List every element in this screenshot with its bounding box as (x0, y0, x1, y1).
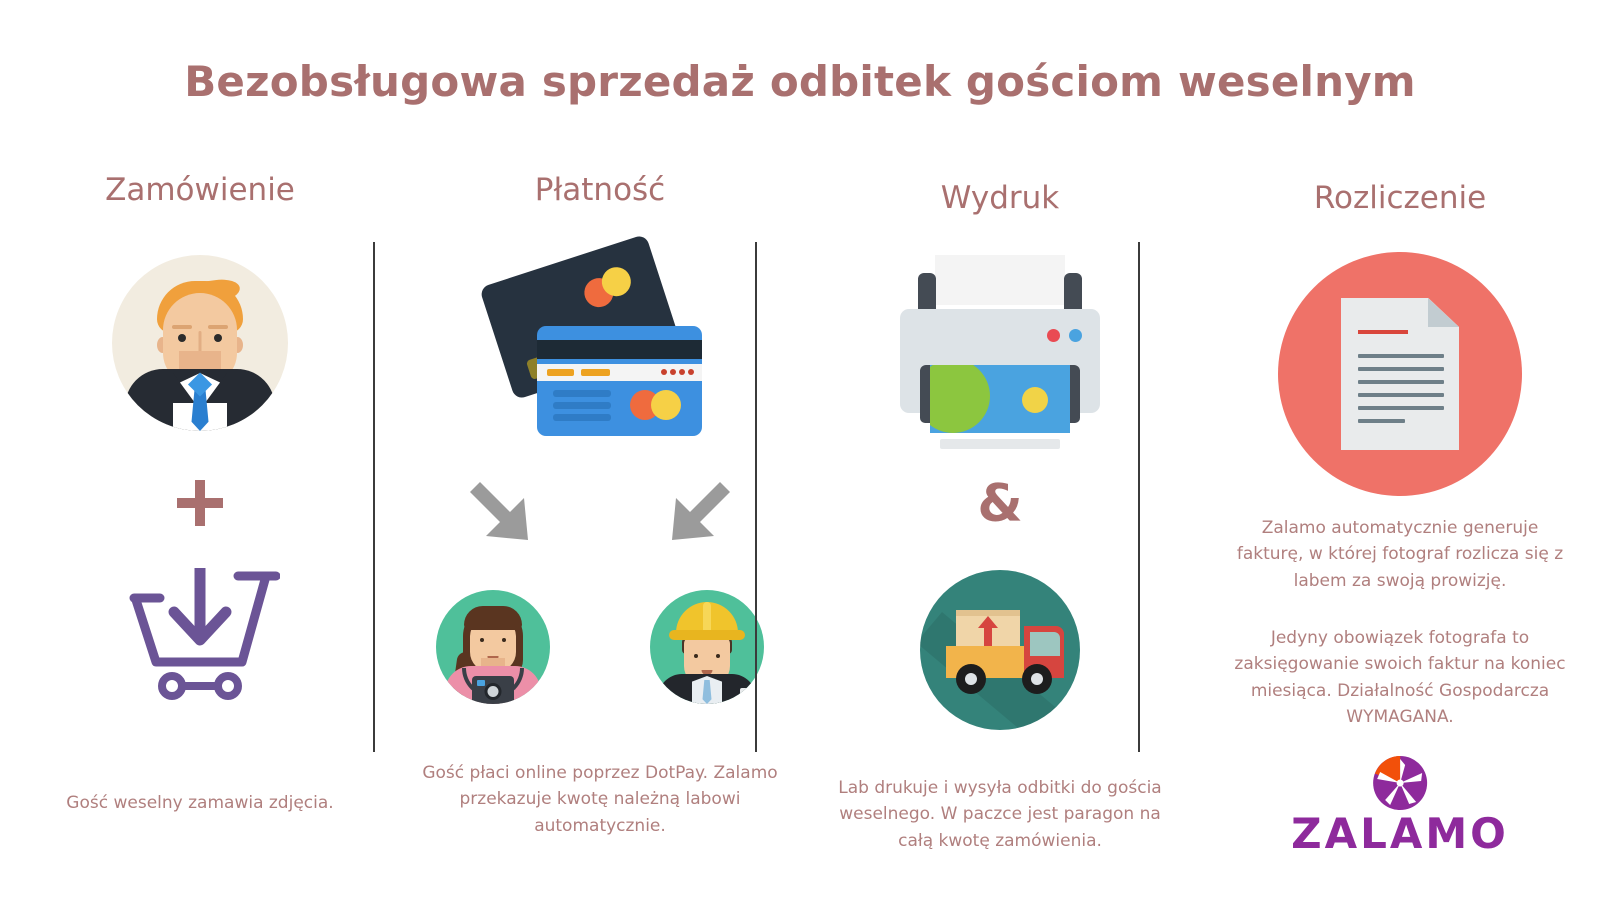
avatar-necktie (191, 389, 209, 431)
avatar-collar-left (173, 373, 195, 403)
step-heading-wydruk: Wydruk (940, 180, 1060, 216)
card-cvv-dot (661, 369, 667, 375)
arrow-up-icon (978, 616, 998, 648)
card-logo-circle-yellow (651, 390, 681, 420)
avatar-eye-right (214, 334, 222, 342)
step-column-platnosc: Płatność (400, 160, 800, 900)
hard-hat-brim (669, 630, 745, 640)
card-signature-panel (537, 364, 702, 381)
rozliczenie-paragraph-two: Jedyny obowiązek fotografa to zaksięgowa… (1234, 628, 1566, 728)
card-magnetic-stripe (537, 340, 702, 359)
invoice-text-line (1358, 367, 1444, 371)
card-cvv-dot (679, 369, 685, 375)
card-cvv-dots (661, 369, 694, 375)
avatar-ear-right (232, 337, 243, 353)
printer-icon (900, 255, 1100, 465)
column-divider-1 (373, 242, 375, 752)
invoice-document-icon (1278, 252, 1522, 496)
add-to-cart-icon (120, 550, 281, 704)
avatar-nose (198, 331, 202, 353)
avatar-eye-left (480, 638, 484, 642)
page-title: Bezobsługowa sprzedaż odbitek gościom we… (184, 57, 1416, 106)
invoice-text-line (1358, 380, 1444, 384)
invoice-text-line (1358, 393, 1444, 397)
avatar-ear-left (157, 337, 168, 353)
card-cvv-dot (670, 369, 676, 375)
hard-hat-rib (703, 602, 711, 634)
printer-led-red (1047, 329, 1060, 342)
step-heading-zamowienie: Zamówienie (105, 172, 295, 208)
printer-output-tray (940, 439, 1060, 449)
truck-wheel-hub (965, 673, 977, 685)
step-caption-zamowienie: Gość weselny zamawia zdjęcia. (66, 793, 334, 813)
avatar-necktie (702, 680, 712, 704)
step-heading-platnosc: Płatność (534, 172, 666, 208)
card-detail-line (553, 402, 611, 409)
invoice-text-line (1358, 406, 1444, 410)
lab-worker-avatar-icon (650, 590, 764, 704)
invoice-title-line (1358, 330, 1408, 334)
avatar-collar-right (205, 373, 227, 403)
printer-top-pillar-left (918, 273, 936, 315)
photographer-avatar-icon (436, 590, 550, 704)
photo-hill (930, 365, 990, 433)
column-divider-3 (1138, 242, 1140, 752)
printer-led-blue (1069, 329, 1082, 342)
avatar-brow-left (172, 325, 192, 329)
card-detail-line (553, 414, 611, 421)
invoice-text-line (1358, 354, 1444, 358)
printer-paper-out (935, 255, 1065, 305)
plus-icon (177, 480, 223, 526)
credit-card-front (537, 326, 702, 436)
camera-icon (472, 676, 514, 704)
avatar-brow-right (208, 325, 228, 329)
avatar-mouth (701, 670, 713, 675)
column-divider-2 (755, 242, 757, 752)
truck-wheel-hub (1031, 673, 1043, 685)
rozliczenie-paragraph-one: Zalamo automatycznie generuje fakturę, w… (1236, 518, 1564, 591)
avatar-id-badge (740, 688, 750, 701)
truck-wheel-rear (956, 664, 986, 694)
camera-flash (477, 680, 485, 686)
photo-sun (1022, 387, 1048, 413)
card-detail-line (553, 390, 611, 397)
groom-avatar-icon (112, 255, 288, 431)
delivery-truck-icon (920, 570, 1080, 730)
printer-top-pillar-right (1064, 273, 1082, 315)
avatar-eye-left (178, 334, 186, 342)
step-column-rozliczenie: Rozliczenie Zalamo automatycznie generuj… (1200, 160, 1600, 900)
card-signature-bar (581, 369, 610, 376)
truck-wheel-front (1022, 664, 1052, 694)
credit-cards-icon (479, 233, 715, 458)
avatar-eye-left (694, 654, 698, 658)
zalamo-aperture-mark (1372, 755, 1428, 811)
step-caption-platnosc: Gość płaci online poprzez DotPay. Zalamo… (422, 763, 778, 836)
printed-photo (930, 365, 1070, 433)
zalamo-logo-icon: ZALAMO (1291, 755, 1509, 855)
package-box-top (956, 610, 1020, 616)
ampersand-symbol: & (977, 474, 1023, 534)
camera-lens (484, 683, 502, 700)
step-caption-wydruk: Lab drukuje i wysyła odbitki do gościa w… (838, 778, 1162, 851)
arrow-down-left-icon (470, 478, 540, 548)
card-signature-bar (547, 369, 574, 376)
avatar-fringe (464, 606, 522, 630)
step-column-wydruk: Wydruk & (800, 160, 1200, 900)
invoice-text-lines (1358, 354, 1444, 423)
card-cvv-dot (688, 369, 694, 375)
step-heading-rozliczenie: Rozliczenie (1313, 180, 1487, 216)
invoice-text-line (1358, 419, 1406, 423)
step-column-zamowienie: Zamówienie (0, 160, 400, 900)
truck-window (1030, 632, 1060, 656)
avatar-eye-right (716, 654, 720, 658)
arrow-down-right-icon (660, 478, 730, 548)
steps-container: Zamówienie (0, 160, 1600, 900)
zalamo-wordmark: ZALAMO (1291, 809, 1509, 858)
avatar-eye-right (502, 638, 506, 642)
